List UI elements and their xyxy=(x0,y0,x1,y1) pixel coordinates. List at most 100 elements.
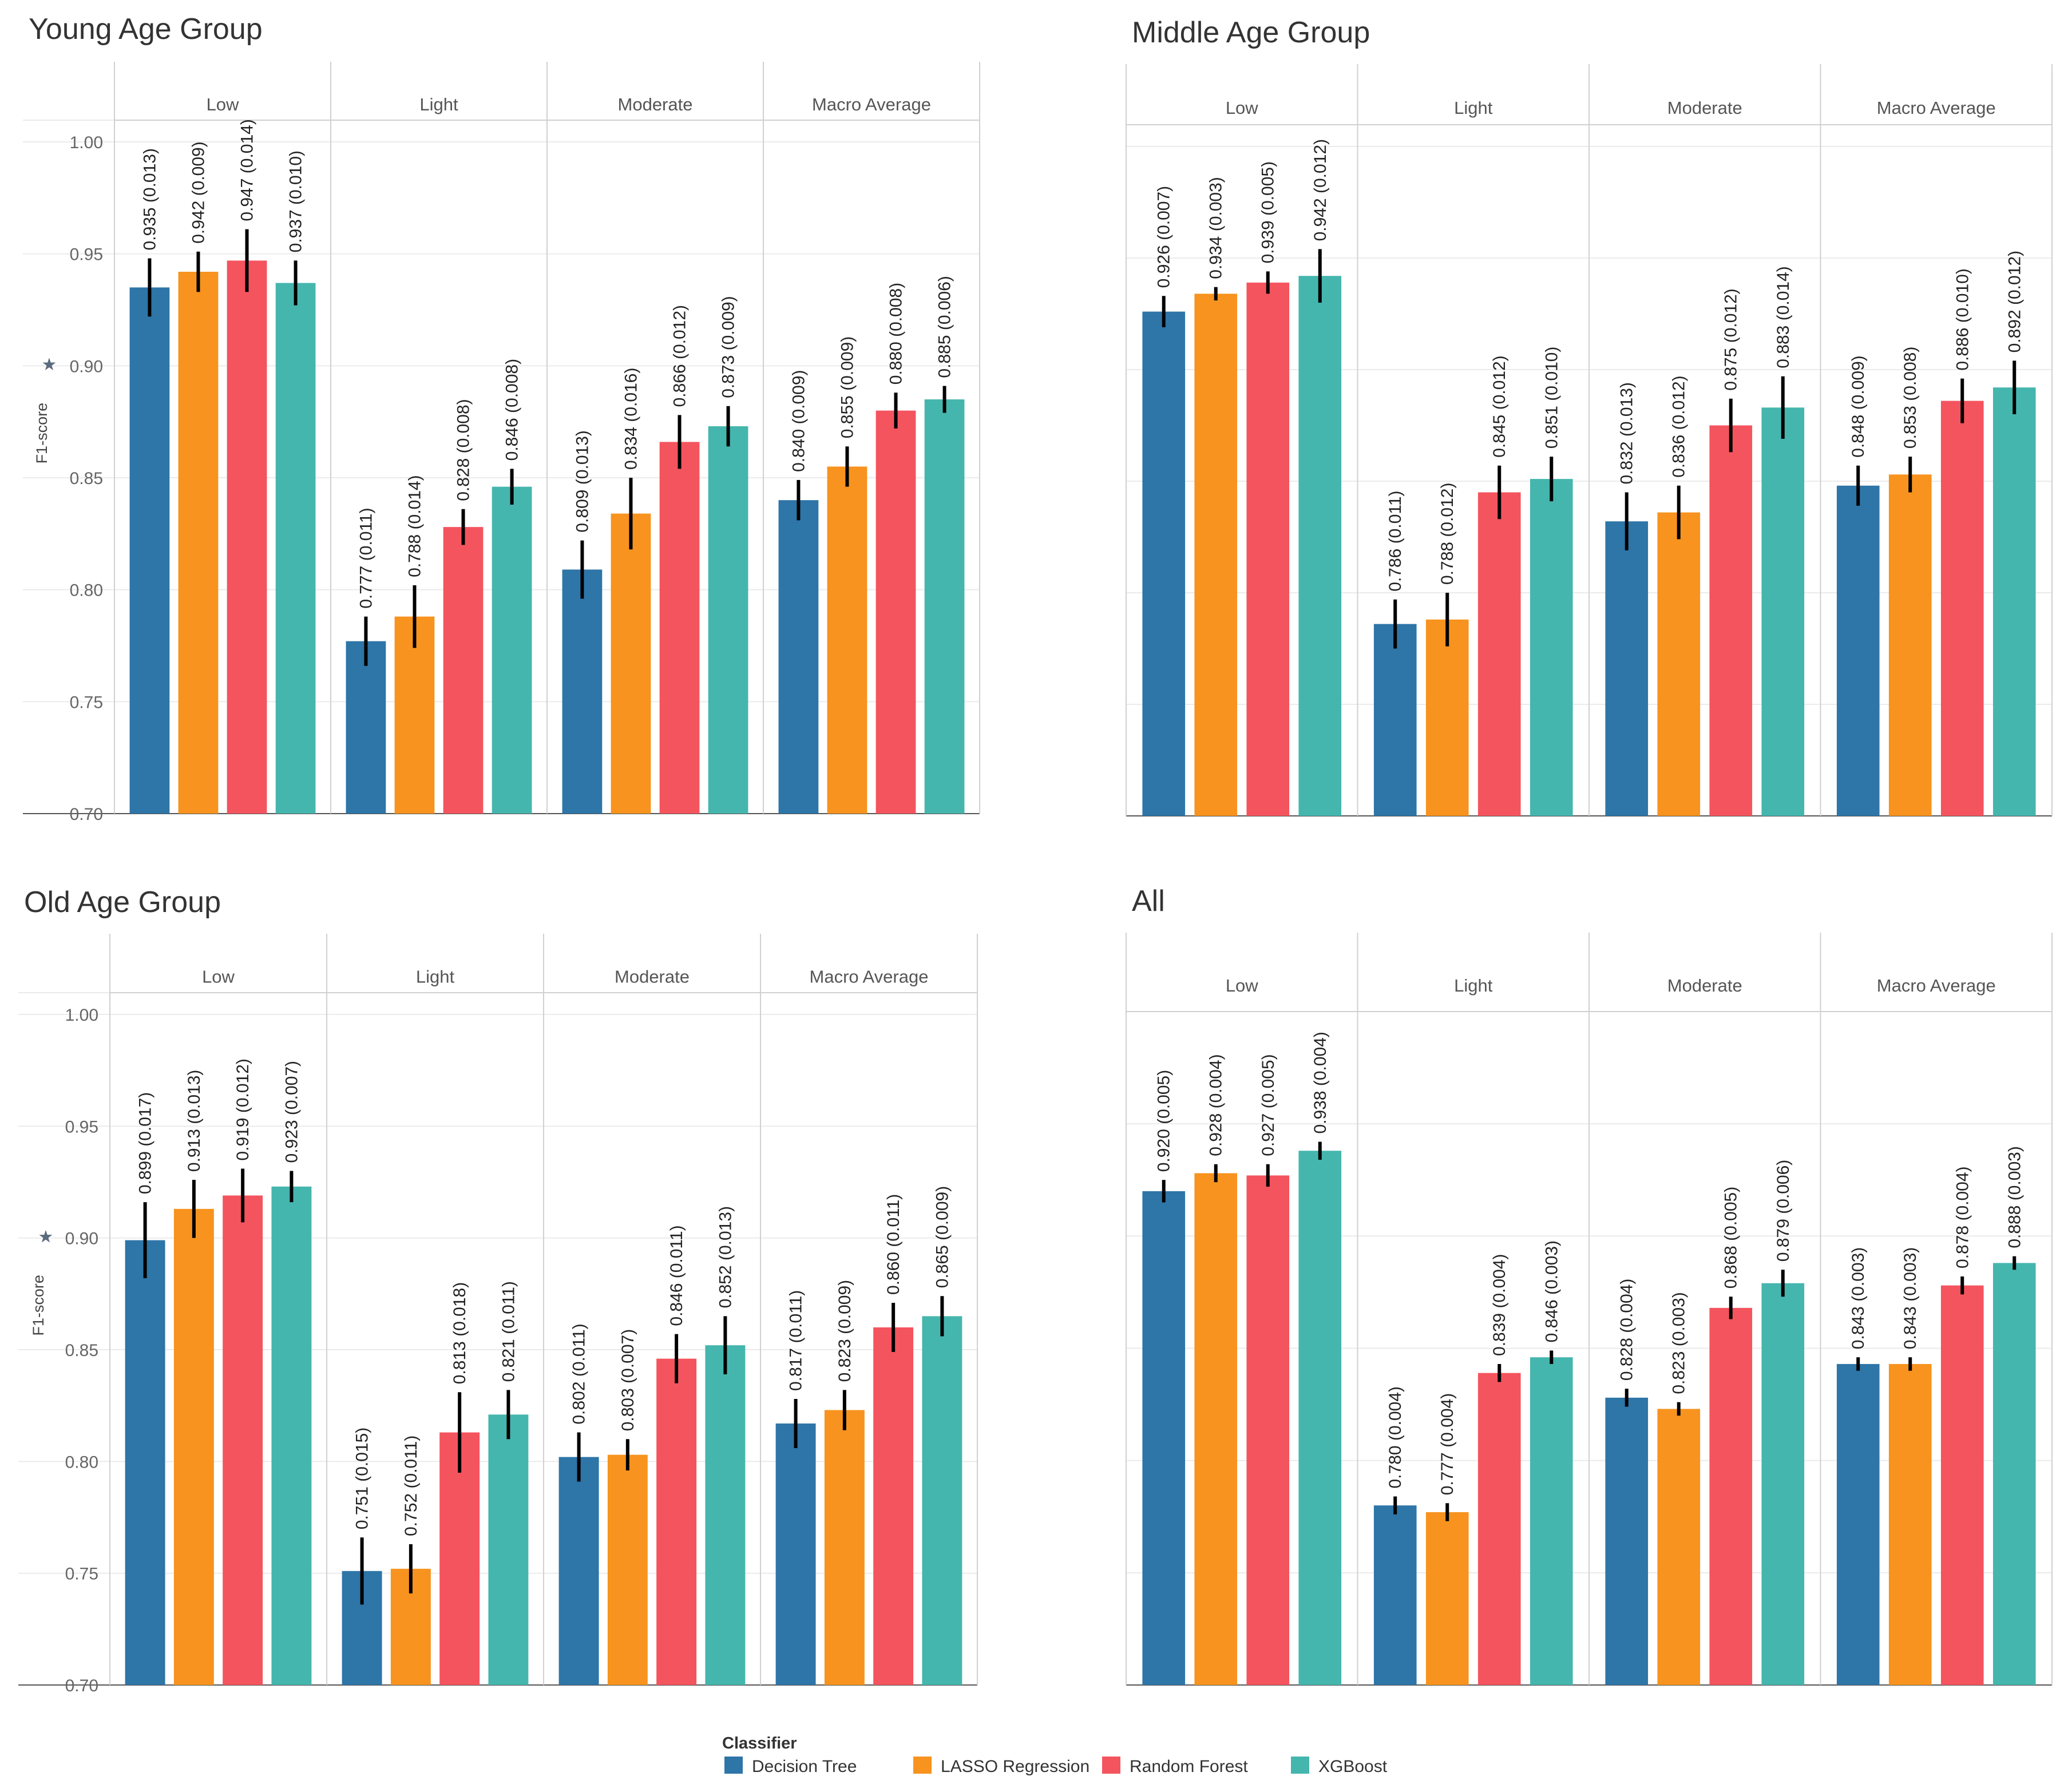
bar xyxy=(607,1454,648,1685)
bar xyxy=(1888,474,1932,816)
bar xyxy=(1888,1363,1932,1685)
chart-panel: Young Age Group Low Light Moderate Macro Ave… xyxy=(23,13,980,824)
bar xyxy=(1142,1191,1186,1685)
legend-label: Random Forest xyxy=(1130,1757,1248,1776)
data-label: 0.934 (0.003) xyxy=(1207,177,1226,279)
bar xyxy=(129,287,170,814)
bar xyxy=(656,1358,697,1685)
y-axis-title: F1-score xyxy=(30,1275,47,1336)
legend: Classifier Decision Tree LASSO Regression R… xyxy=(722,1734,1388,1776)
facet-label: Macro Average xyxy=(1877,98,1996,118)
panel-title: Middle Age Group xyxy=(1132,16,1370,49)
facet-label: Low xyxy=(202,967,235,987)
bar xyxy=(1477,492,1521,816)
bar xyxy=(562,569,603,814)
y-axis-title: F1-score xyxy=(33,403,50,464)
bar xyxy=(1836,1363,1880,1685)
facet-label: Low xyxy=(207,94,239,114)
data-label: 0.947 (0.014) xyxy=(238,119,257,221)
data-label: 0.780 (0.004) xyxy=(1386,1386,1405,1488)
y-tick-label: 0.80 xyxy=(70,581,103,600)
panel-title: Old Age Group xyxy=(24,886,221,919)
data-label: 0.865 (0.009) xyxy=(933,1186,952,1288)
data-label: 0.834 (0.016) xyxy=(621,368,640,470)
legend-swatch xyxy=(913,1757,932,1774)
bar xyxy=(705,1345,746,1685)
data-label: 0.899 (0.017) xyxy=(136,1092,155,1194)
bar xyxy=(1940,401,1984,816)
bar xyxy=(227,260,267,814)
data-label: 0.846 (0.003) xyxy=(1542,1240,1561,1342)
y-tick-label: 0.70 xyxy=(70,805,103,824)
data-label: 0.919 (0.012) xyxy=(233,1058,252,1160)
data-label: 0.868 (0.005) xyxy=(1722,1187,1741,1289)
data-label: 0.777 (0.011) xyxy=(356,508,375,608)
bar xyxy=(775,1423,816,1685)
bar xyxy=(1761,1283,1805,1685)
data-label: 0.923 (0.007) xyxy=(282,1061,301,1163)
data-label: 0.839 (0.004) xyxy=(1490,1254,1509,1355)
bar xyxy=(1992,1263,2036,1685)
y-tick-label: 0.85 xyxy=(65,1341,98,1360)
bar xyxy=(1709,425,1753,816)
bar xyxy=(488,1414,529,1685)
facet-label: Light xyxy=(1454,976,1493,996)
data-label: 0.803 (0.007) xyxy=(619,1329,637,1431)
data-label: 0.848 (0.009) xyxy=(1849,355,1868,457)
facet-label: Macro Average xyxy=(1877,976,1996,996)
data-label: 0.942 (0.009) xyxy=(189,141,208,243)
data-label: 0.788 (0.012) xyxy=(1438,483,1457,585)
pin-icon: ★ xyxy=(42,355,57,374)
bar xyxy=(924,399,965,814)
bar xyxy=(1605,1397,1649,1685)
bar xyxy=(275,283,316,814)
bar xyxy=(1425,619,1469,816)
bar xyxy=(1298,276,1342,816)
data-label: 0.777 (0.004) xyxy=(1438,1393,1457,1495)
data-label: 0.823 (0.003) xyxy=(1670,1292,1689,1394)
facet-label: Moderate xyxy=(1667,976,1742,996)
data-label: 0.846 (0.008) xyxy=(503,359,522,461)
data-label: 0.802 (0.011) xyxy=(570,1323,589,1424)
data-label: 0.828 (0.008) xyxy=(454,399,473,501)
pin-icon: ★ xyxy=(38,1227,54,1246)
bar xyxy=(558,1457,599,1685)
data-label: 0.937 (0.010) xyxy=(287,150,306,252)
data-label: 0.823 (0.009) xyxy=(835,1280,854,1382)
bar xyxy=(173,1208,214,1685)
bar xyxy=(1657,512,1701,816)
data-label: 0.935 (0.013) xyxy=(140,148,159,250)
facet-label: Light xyxy=(1454,98,1493,118)
bar xyxy=(1246,282,1290,816)
bar xyxy=(1836,485,1880,816)
data-label: 0.752 (0.011) xyxy=(402,1436,421,1536)
data-label: 0.832 (0.013) xyxy=(1618,382,1637,484)
y-tick-label: 0.95 xyxy=(65,1117,98,1136)
y-tick-label: 0.80 xyxy=(65,1453,98,1472)
data-label: 0.817 (0.011) xyxy=(787,1290,806,1391)
bar xyxy=(1425,1512,1469,1685)
data-label: 0.855 (0.009) xyxy=(838,336,857,438)
y-tick-label: 0.70 xyxy=(65,1676,98,1695)
data-label: 0.880 (0.008) xyxy=(887,283,906,384)
data-label: 0.853 (0.008) xyxy=(1901,347,1920,449)
data-label: 0.875 (0.012) xyxy=(1722,288,1741,390)
bar xyxy=(443,527,484,814)
data-label: 0.843 (0.003) xyxy=(1849,1247,1868,1349)
data-label: 0.885 (0.006) xyxy=(936,276,954,378)
y-tick-label: 0.75 xyxy=(65,1565,98,1584)
bar xyxy=(1940,1285,1984,1685)
bar xyxy=(708,426,748,814)
y-tick-label: 0.90 xyxy=(70,357,103,376)
bar xyxy=(1477,1373,1521,1685)
bar xyxy=(827,466,867,814)
bar xyxy=(824,1410,865,1685)
data-label: 0.809 (0.013) xyxy=(573,430,592,532)
legend-label: LASSO Regression xyxy=(941,1757,1090,1776)
bar xyxy=(492,486,532,814)
data-label: 0.751 (0.015) xyxy=(353,1428,372,1529)
bar xyxy=(178,271,219,814)
bar xyxy=(223,1195,263,1685)
panel-title: Young Age Group xyxy=(29,13,263,46)
